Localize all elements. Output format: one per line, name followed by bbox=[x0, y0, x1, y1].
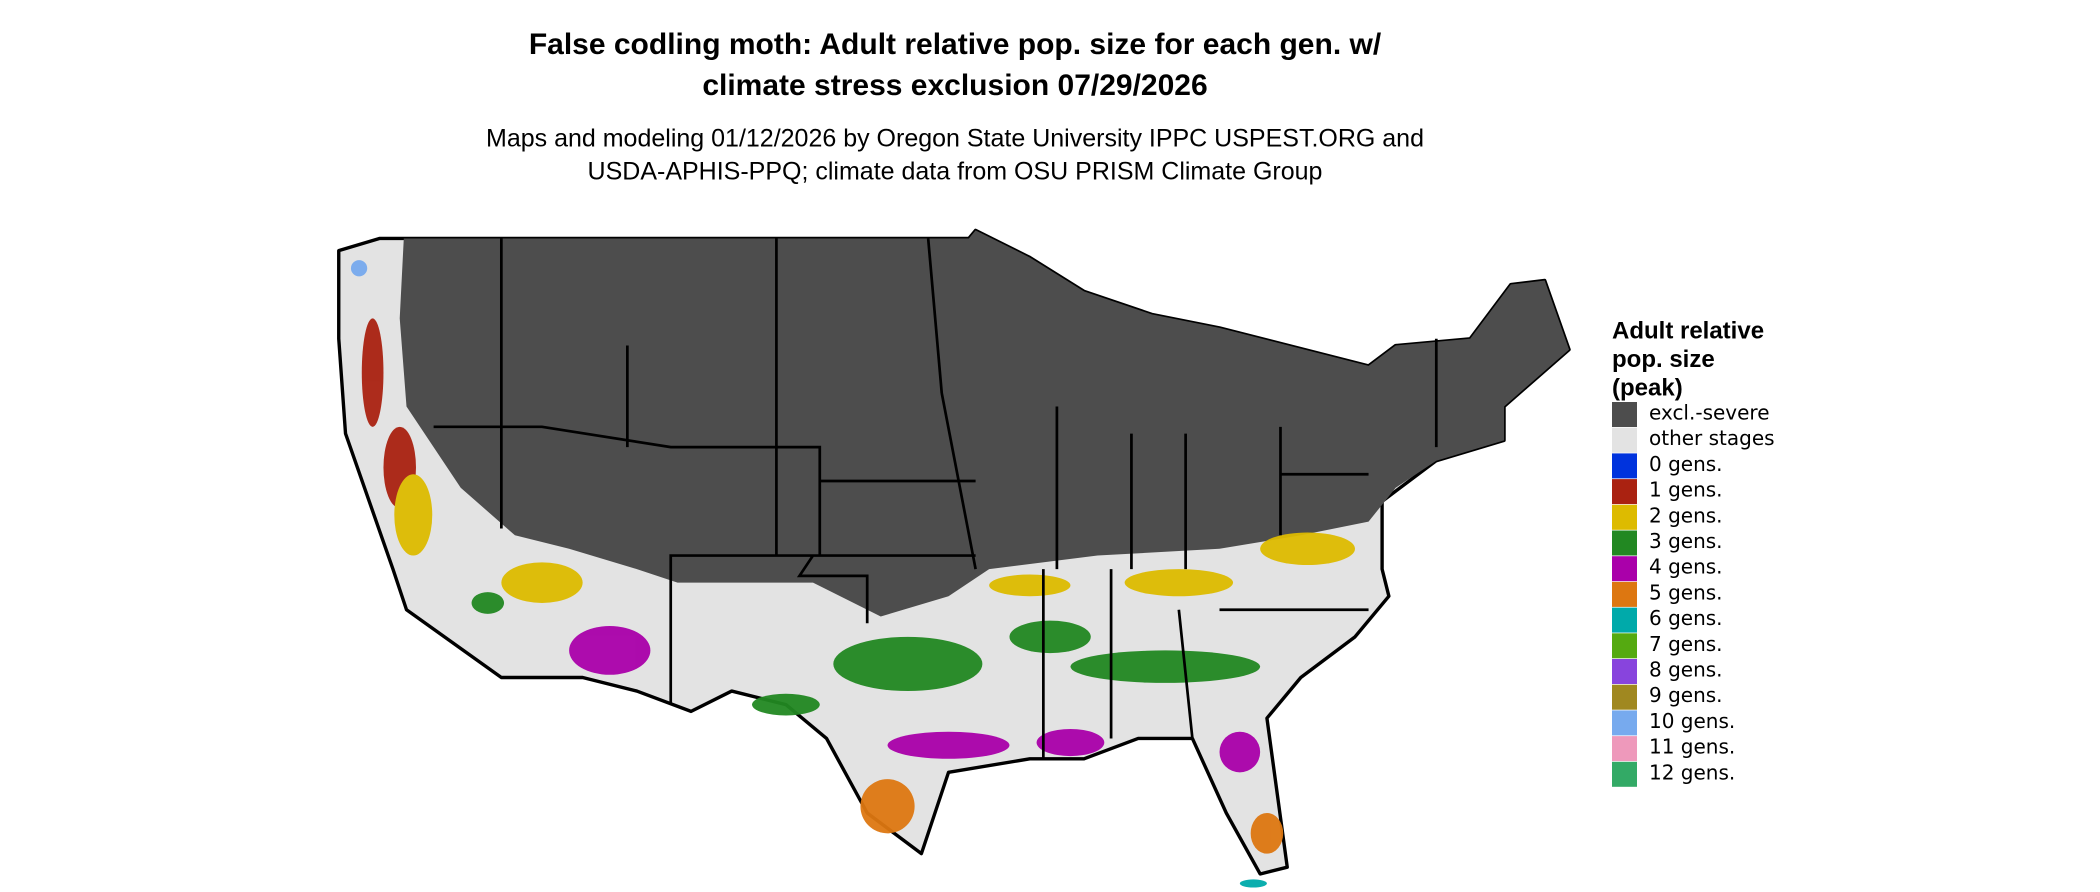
legend-title: pop. size bbox=[1612, 346, 1715, 373]
legend-swatch bbox=[1612, 453, 1637, 479]
subtitle: USDA-APHIS-PPQ; climate data from OSU PR… bbox=[588, 158, 1323, 186]
legend-label: 4 gens. bbox=[1649, 555, 1723, 579]
legend-title: (peak) bbox=[1612, 374, 1683, 401]
state-borders bbox=[433, 238, 1438, 759]
legend-label: 2 gens. bbox=[1649, 503, 1723, 527]
title: climate stress exclusion 07/29/2026 bbox=[702, 69, 1207, 102]
legend-swatch bbox=[1612, 427, 1637, 453]
exclusion-region bbox=[399, 230, 1570, 617]
legend-swatch bbox=[1612, 659, 1637, 684]
legend-label: 7 gens. bbox=[1649, 632, 1723, 656]
legend-label: 12 gens. bbox=[1649, 760, 1735, 784]
legend-swatch bbox=[1612, 710, 1637, 736]
legend-label: 3 gens. bbox=[1649, 529, 1723, 553]
legend-swatch bbox=[1612, 633, 1637, 659]
legend-swatch bbox=[1612, 761, 1637, 787]
legend-swatch bbox=[1612, 530, 1637, 556]
legend-title: Adult relative bbox=[1612, 317, 1764, 344]
legend-swatch bbox=[1612, 556, 1637, 582]
legend-label: excl.-severe bbox=[1649, 401, 1770, 425]
legend-label: 0 gens. bbox=[1649, 452, 1723, 476]
legend-swatch bbox=[1612, 736, 1637, 762]
map bbox=[337, 228, 1571, 888]
generation-zones bbox=[350, 260, 1355, 888]
legend-swatch bbox=[1612, 607, 1637, 633]
legend-label: other stages bbox=[1649, 426, 1775, 450]
legend-label: 5 gens. bbox=[1649, 580, 1723, 604]
subtitle: Maps and modeling 01/12/2026 by Oregon S… bbox=[486, 125, 1424, 153]
legend-label: 11 gens. bbox=[1649, 735, 1735, 759]
legend-label: 1 gens. bbox=[1649, 478, 1723, 502]
legend-label: 6 gens. bbox=[1649, 606, 1723, 630]
legend-swatch bbox=[1612, 581, 1637, 607]
legend-swatch bbox=[1612, 504, 1637, 530]
title: False codling moth: Adult relative pop. … bbox=[529, 28, 1382, 61]
legend-label: 9 gens. bbox=[1649, 683, 1723, 707]
legend-swatch bbox=[1612, 684, 1637, 710]
legend-label: 10 gens. bbox=[1649, 709, 1735, 733]
legend-label: 8 gens. bbox=[1649, 658, 1723, 682]
legend-swatch bbox=[1612, 479, 1637, 505]
legend-swatch bbox=[1612, 402, 1637, 427]
